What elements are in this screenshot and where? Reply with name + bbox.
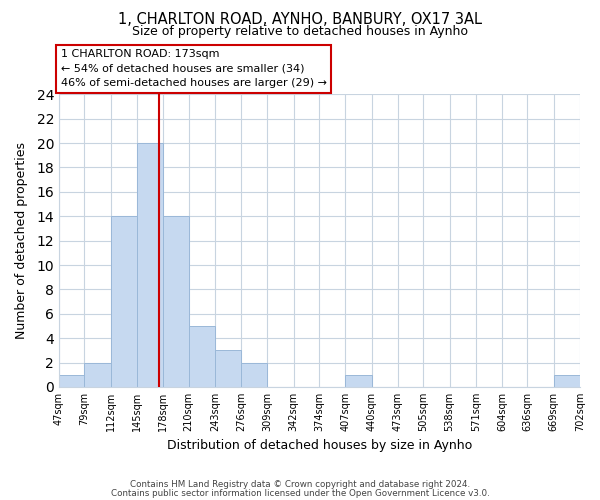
Bar (241, 362, 268, 387)
Bar (554, 374, 580, 387)
Text: Size of property relative to detached houses in Aynho: Size of property relative to detached ho… (132, 25, 468, 38)
Bar (163, 216, 188, 387)
Bar (346, 374, 371, 387)
X-axis label: Distribution of detached houses by size in Aynho: Distribution of detached houses by size … (167, 440, 472, 452)
Text: Contains HM Land Registry data © Crown copyright and database right 2024.: Contains HM Land Registry data © Crown c… (130, 480, 470, 489)
Text: 1 CHARLTON ROAD: 173sqm
← 54% of detached houses are smaller (34)
46% of semi-de: 1 CHARLTON ROAD: 173sqm ← 54% of detache… (61, 50, 326, 88)
Y-axis label: Number of detached properties: Number of detached properties (15, 142, 28, 339)
Bar (110, 216, 137, 387)
Bar (85, 362, 110, 387)
Bar (215, 350, 241, 387)
Bar (59, 374, 85, 387)
Text: 1, CHARLTON ROAD, AYNHO, BANBURY, OX17 3AL: 1, CHARLTON ROAD, AYNHO, BANBURY, OX17 3… (118, 12, 482, 28)
Bar (188, 326, 215, 387)
Text: Contains public sector information licensed under the Open Government Licence v3: Contains public sector information licen… (110, 488, 490, 498)
Bar (137, 143, 163, 387)
